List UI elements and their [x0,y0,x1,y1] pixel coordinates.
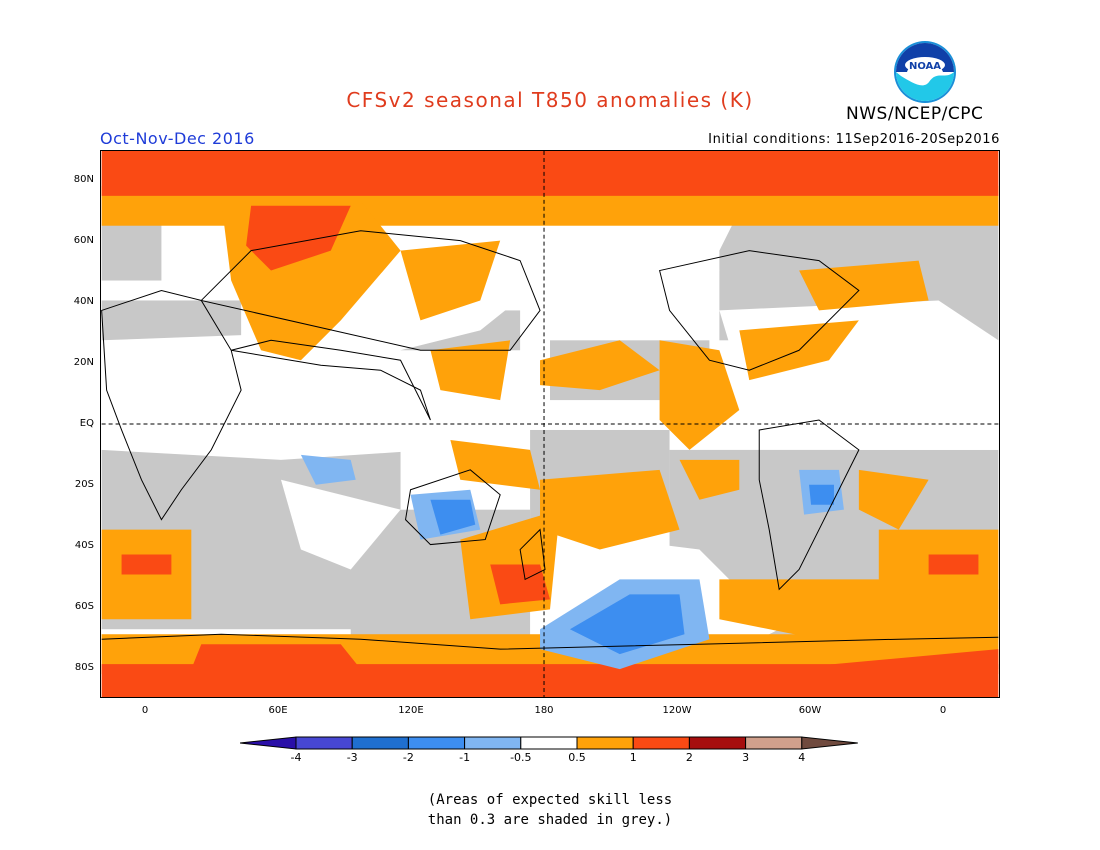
strong-positive-anomaly-regions [101,151,999,697]
color-bar-label: -1 [459,751,471,764]
color-bar-segment [801,736,858,750]
lat-label: 20S [74,479,94,490]
svg-text:NOAA: NOAA [909,61,941,72]
color-bar-label: 4 [798,751,806,764]
skill-note-line-1: (Areas of expected skill less [427,792,673,808]
color-bar-label: 1 [629,751,637,764]
color-bar-segment [576,736,634,750]
lat-label: 40S [74,540,94,551]
lon-label: 0 [141,705,149,716]
color-bar-label: -3 [346,751,358,764]
lat-label: 60N [73,235,94,246]
lat-label: 80S [74,662,94,673]
color-bar-segment [239,736,297,750]
color-bar-segment [745,736,803,750]
noaa-logo-icon: NOAA [894,41,956,103]
lat-label: 20N [73,357,94,368]
color-bar-segment [688,736,747,750]
color-bar-segment [351,736,409,750]
lat-label: 40N [73,296,94,307]
color-bar-segment [407,736,466,750]
color-bar-label: -2 [402,751,414,764]
anomaly-map-svg [101,151,999,697]
reference-lines [101,151,999,697]
lat-label: 80N [73,174,94,185]
color-bar-segment [632,736,690,750]
noaa-logo: NOAA [893,40,957,104]
coastlines [101,230,999,650]
positive-anomaly-regions [101,185,999,675]
lon-label: 120W [662,705,692,716]
lon-label: 60E [268,705,288,716]
map-title: CFSv2 seasonal T850 anomalies (K) [346,88,754,112]
agency-label: NWS/NCEP/CPC [846,104,984,124]
color-bar-label: 3 [742,751,750,764]
color-bar-segment [464,736,522,750]
lon-label: 0 [939,705,947,716]
color-bar-svg [239,736,858,750]
color-bar-label: -4 [290,751,302,764]
skill-note-line-2: than 0.3 are shaded in grey.) [427,812,673,828]
lat-label: 60S [74,601,94,612]
color-bar-segment [520,736,578,750]
initial-conditions-label: Initial conditions: 11Sep2016-20Sep2016 [708,132,1000,147]
lon-label: 120E [398,705,424,716]
lat-label: EQ [79,418,94,429]
lon-label: 60W [798,705,822,716]
lon-label: 180 [534,705,554,716]
color-bar-segment [295,736,353,750]
anomaly-map [100,150,1000,698]
color-bar-label: -0.5 [510,751,532,764]
color-bar [239,735,860,755]
color-bar-label: 2 [685,751,693,764]
color-bar-label: 0.5 [568,751,586,764]
season-label: Oct-Nov-Dec 2016 [100,129,255,148]
